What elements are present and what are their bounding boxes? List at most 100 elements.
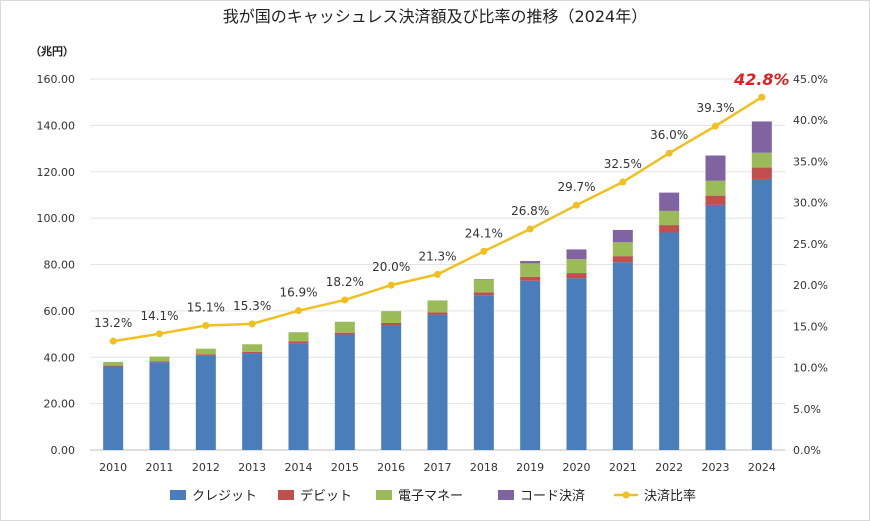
bar-1 bbox=[195, 354, 216, 356]
y2-tick-label: 45.0% bbox=[793, 73, 828, 86]
bar-2 bbox=[381, 311, 402, 323]
y-tick-label: 160.00 bbox=[37, 73, 76, 86]
legend-swatch bbox=[278, 490, 294, 500]
line-point bbox=[758, 93, 766, 101]
data-label: 39.3% bbox=[696, 101, 734, 115]
legend-label: 決済比率 bbox=[644, 488, 696, 504]
bar-2 bbox=[705, 180, 726, 196]
bar-2 bbox=[334, 321, 355, 333]
legend-swatch bbox=[376, 490, 392, 500]
x-tick-label: 2017 bbox=[424, 461, 452, 474]
legend-label: クレジット bbox=[192, 489, 257, 504]
y-tick-label: 80.00 bbox=[44, 259, 76, 272]
bar-0 bbox=[334, 334, 355, 450]
bar-1 bbox=[751, 167, 772, 179]
bar-2 bbox=[427, 300, 448, 313]
line-point bbox=[156, 330, 163, 338]
data-label: 13.2% bbox=[94, 316, 132, 330]
x-tick-label: 2019 bbox=[516, 461, 544, 474]
line-point bbox=[341, 296, 349, 304]
legend-swatch bbox=[170, 490, 186, 500]
legend-label: デビット bbox=[300, 488, 352, 504]
y-axis-label: （兆円） bbox=[30, 44, 74, 58]
bar-0 bbox=[427, 314, 448, 450]
chart-title: 我が国のキャッシュレス決済額及び比率の推移（2024年） bbox=[223, 7, 647, 26]
y-tick-label: 40.00 bbox=[44, 351, 76, 364]
line-point bbox=[202, 322, 210, 330]
y-tick-label: 120.00 bbox=[37, 166, 76, 179]
x-tick-label: 2024 bbox=[748, 461, 776, 474]
bar-1 bbox=[427, 312, 448, 315]
x-tick-label: 2011 bbox=[146, 461, 174, 474]
x-tick-label: 2022 bbox=[655, 461, 683, 474]
bar-1 bbox=[473, 292, 494, 296]
bar-1 bbox=[612, 256, 633, 263]
bar-1 bbox=[288, 341, 309, 344]
bar-0 bbox=[473, 295, 494, 450]
data-label: 29.7% bbox=[557, 180, 595, 194]
bar-1 bbox=[566, 273, 587, 279]
line-point bbox=[573, 201, 580, 209]
bar-1 bbox=[705, 195, 726, 205]
bar-2 bbox=[659, 210, 680, 226]
legend-swatch bbox=[498, 490, 514, 500]
bar-3 bbox=[705, 155, 726, 181]
data-label: 26.8% bbox=[511, 204, 549, 218]
y2-tick-label: 40.0% bbox=[793, 114, 828, 127]
y2-tick-label: 15.0% bbox=[793, 320, 828, 333]
data-label: 32.5% bbox=[604, 157, 642, 171]
legend-label: コード決済 bbox=[520, 488, 585, 504]
bar-0 bbox=[566, 278, 587, 450]
bar-3 bbox=[520, 261, 541, 264]
bar-2 bbox=[751, 152, 772, 168]
bar-0 bbox=[103, 366, 124, 450]
data-label: 15.1% bbox=[187, 301, 225, 315]
data-label: 36.0% bbox=[650, 128, 688, 142]
line-point bbox=[248, 320, 256, 328]
bar-2 bbox=[288, 332, 309, 342]
y-tick-label: 140.00 bbox=[37, 119, 76, 132]
bar-0 bbox=[288, 343, 309, 450]
bar-2 bbox=[473, 279, 494, 293]
data-label: 14.1% bbox=[140, 309, 178, 323]
bar-3 bbox=[612, 229, 633, 243]
bar-2 bbox=[103, 361, 124, 366]
bar-1 bbox=[659, 225, 680, 233]
line-point bbox=[295, 307, 302, 315]
bar-0 bbox=[705, 204, 726, 450]
bar-1 bbox=[520, 276, 541, 281]
x-tick-label: 2015 bbox=[331, 461, 359, 474]
bar-3 bbox=[659, 192, 680, 211]
y-tick-label: 60.00 bbox=[44, 305, 76, 318]
data-label: 16.9% bbox=[279, 286, 317, 300]
data-label: 18.2% bbox=[326, 275, 364, 289]
data-label: 21.3% bbox=[418, 249, 456, 263]
x-tick-label: 2018 bbox=[470, 461, 498, 474]
bar-1 bbox=[103, 365, 124, 367]
y2-tick-label: 35.0% bbox=[793, 155, 828, 168]
bar-0 bbox=[659, 232, 680, 450]
y-tick-label: 0.00 bbox=[51, 444, 76, 457]
bar-2 bbox=[149, 356, 170, 362]
y2-tick-label: 20.0% bbox=[793, 279, 828, 292]
line-point bbox=[434, 270, 441, 278]
y2-tick-label: 5.0% bbox=[793, 403, 821, 416]
bar-1 bbox=[381, 322, 402, 326]
bar-0 bbox=[149, 362, 170, 450]
y-tick-label: 100.00 bbox=[37, 212, 76, 225]
data-label: 20.0% bbox=[372, 260, 410, 274]
bar-2 bbox=[242, 344, 263, 352]
line-point bbox=[387, 281, 395, 289]
x-tick-label: 2013 bbox=[238, 461, 266, 474]
line-point bbox=[109, 337, 117, 345]
y2-tick-label: 25.0% bbox=[793, 238, 828, 251]
x-tick-label: 2016 bbox=[377, 461, 405, 474]
bar-1 bbox=[149, 361, 170, 363]
x-tick-label: 2010 bbox=[99, 461, 127, 474]
line-point bbox=[665, 149, 673, 157]
line-point bbox=[526, 225, 534, 233]
bar-3 bbox=[566, 249, 587, 260]
bar-0 bbox=[195, 355, 216, 450]
